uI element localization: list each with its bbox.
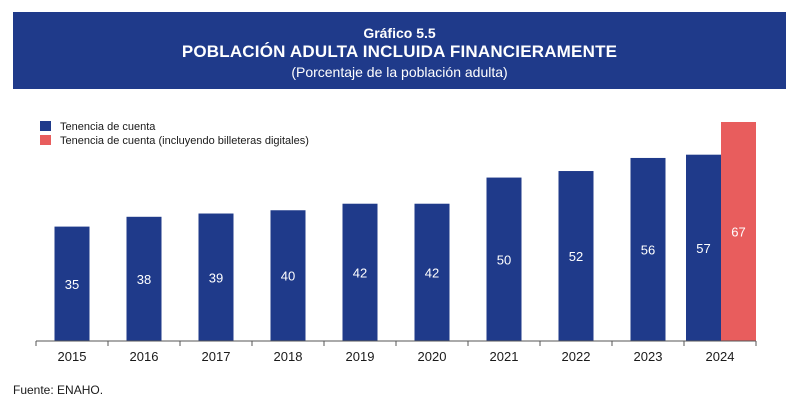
- x-tick-label-2016: 2016: [130, 349, 159, 364]
- bar-value-label-2022: 52: [569, 249, 583, 264]
- chart-header: Gráfico 5.5 POBLACIÓN ADULTA INCLUIDA FI…: [13, 12, 786, 89]
- bar-2024: [686, 154, 721, 341]
- x-tick-label-2021: 2021: [490, 349, 519, 364]
- legend-label-2: Tenencia de cuenta (incluyendo billetera…: [60, 135, 309, 147]
- bar-digital-2024: [721, 122, 756, 341]
- bar-value-label-2018: 40: [281, 269, 295, 284]
- chart-title: POBLACIÓN ADULTA INCLUIDA FINANCIERAMENT…: [181, 42, 618, 61]
- bar-digital-value-label-2024: 67: [731, 225, 745, 240]
- bar-2017: [198, 213, 234, 341]
- source-note: Fuente: ENAHO.: [13, 383, 104, 397]
- bar-value-label-2019: 42: [353, 265, 367, 280]
- legend-swatch-2: [40, 135, 51, 145]
- x-tick-label-2024: 2024: [706, 349, 735, 364]
- legend-label-1: Tenencia de cuenta: [60, 121, 156, 133]
- bar-2021: [486, 177, 522, 341]
- bar-2022: [558, 171, 594, 341]
- bar-value-label-2016: 38: [137, 272, 151, 287]
- bar-value-label-2017: 39: [209, 270, 223, 285]
- x-tick-label-2019: 2019: [346, 349, 375, 364]
- bar-value-label-2024: 57: [696, 241, 710, 256]
- bar-value-label-2023: 56: [641, 242, 655, 257]
- legend-swatch-1: [40, 121, 51, 131]
- x-tick-label-2017: 2017: [202, 349, 231, 364]
- bar-value-label-2020: 42: [425, 265, 439, 280]
- bar-2023: [630, 157, 666, 341]
- x-tick-label-2023: 2023: [634, 349, 663, 364]
- bar-2018: [270, 210, 306, 341]
- x-tick-label-2018: 2018: [274, 349, 303, 364]
- chart-subtitle: (Porcentaje de la población adulta): [291, 64, 508, 80]
- x-tick-label-2015: 2015: [58, 349, 87, 364]
- x-tick-label-2020: 2020: [418, 349, 447, 364]
- bar-2016: [126, 216, 162, 341]
- bar-2015: [54, 226, 90, 341]
- bar-value-label-2021: 50: [497, 252, 511, 267]
- x-tick-label-2022: 2022: [562, 349, 591, 364]
- chart-number: Gráfico 5.5: [363, 25, 436, 41]
- bar-2019: [342, 203, 378, 341]
- bar-value-label-2015: 35: [65, 277, 79, 292]
- bar-2020: [414, 203, 450, 341]
